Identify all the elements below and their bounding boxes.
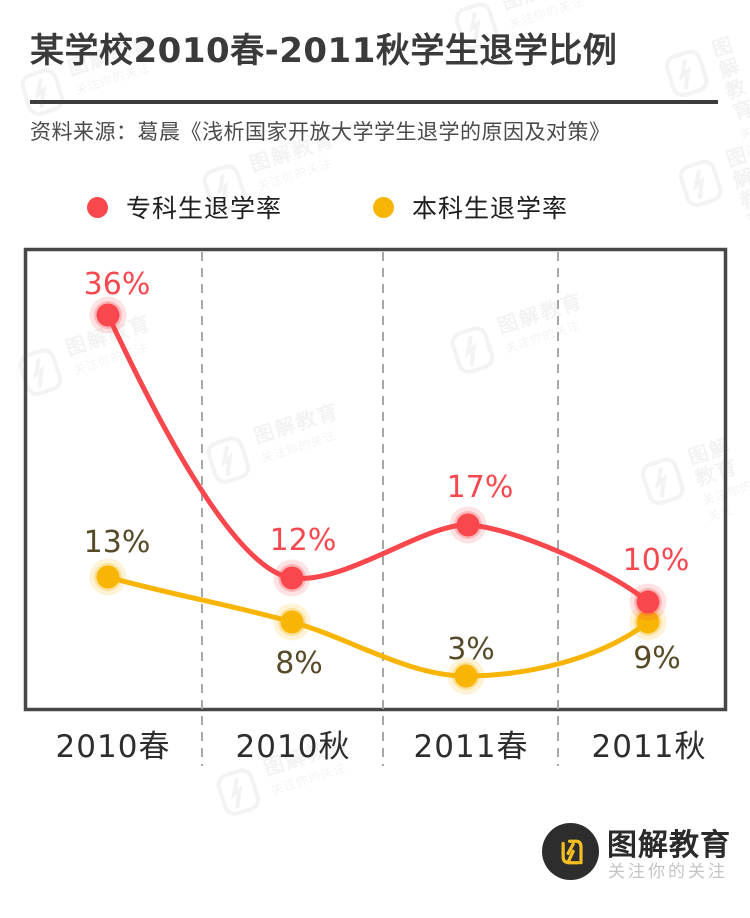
value-label-red-10: 10%: [623, 543, 690, 578]
watermark-brand-text: 图解教育: [723, 142, 750, 235]
x-axis-label-2011-fall: 2011秋: [592, 729, 707, 765]
brand-logo-icon: [561, 839, 583, 864]
series-line-juniorcollege: [105, 312, 651, 605]
watermark-logo-icon: [678, 159, 723, 208]
data-point-yellow-2010-fall: [273, 603, 311, 641]
value-label-yellow-8: 8%: [275, 646, 323, 681]
line-chart: 36% 12% 17% 10% 13% 8% 3% 9% 2010春 2010秋…: [23, 247, 728, 766]
legend-dot-red: [87, 196, 108, 218]
legend-label-red: 专科生退学率: [126, 194, 283, 223]
legend-label-yellow: 本科生退学率: [412, 194, 569, 223]
legend-item-red: 专科生退学率: [87, 194, 282, 223]
data-point-red-2010-fall: [273, 559, 311, 597]
data-point-yellow-2011-spring: [447, 657, 485, 695]
brand-name: 图解教育: [607, 828, 731, 863]
series-line-undergraduate: [105, 574, 651, 679]
watermark-tagline-text: 关注你的关注: [738, 124, 750, 174]
value-label-yellow-9: 9%: [633, 641, 681, 676]
source-line: 资料来源：葛晨《浅析国家开放大学学生退学的原因及对策》: [30, 120, 611, 144]
x-axis-label-2010-fall: 2010秋: [236, 729, 351, 765]
brand-logo: [542, 823, 599, 880]
title-divider: [30, 100, 718, 104]
legend-item-yellow: 本科生退学率: [373, 194, 568, 223]
value-label-red-17: 17%: [447, 470, 514, 505]
value-label-yellow-13: 13%: [84, 525, 151, 560]
watermark-tagline-text: 关注你的关注: [507, 0, 586, 32]
x-axis-label-2011-spring: 2011春: [414, 729, 529, 765]
data-point-yellow-2010-spring: [89, 558, 127, 596]
x-axis-label-2010-spring: 2010春: [56, 729, 171, 765]
value-label-yellow-3: 3%: [447, 632, 495, 667]
watermark-brand-text: 图解教育: [499, 0, 590, 14]
data-point-red-2011-spring: [449, 506, 487, 544]
plot-frame: [23, 247, 728, 712]
data-point-yellow-2011-fall: [629, 603, 667, 641]
data-point-red-2011-fall: [629, 583, 667, 621]
page-title: 某学校2010春-2011秋学生退学比例: [30, 31, 618, 71]
watermark-tagline-text: 关注你的关注: [255, 156, 334, 194]
value-label-red-12: 12%: [270, 523, 337, 558]
data-point-red-2010-spring: [89, 296, 127, 334]
legend-dot-yellow: [373, 196, 394, 218]
brand-tagline: 关注你的关注: [608, 862, 728, 882]
value-label-red-36: 36%: [84, 267, 151, 302]
